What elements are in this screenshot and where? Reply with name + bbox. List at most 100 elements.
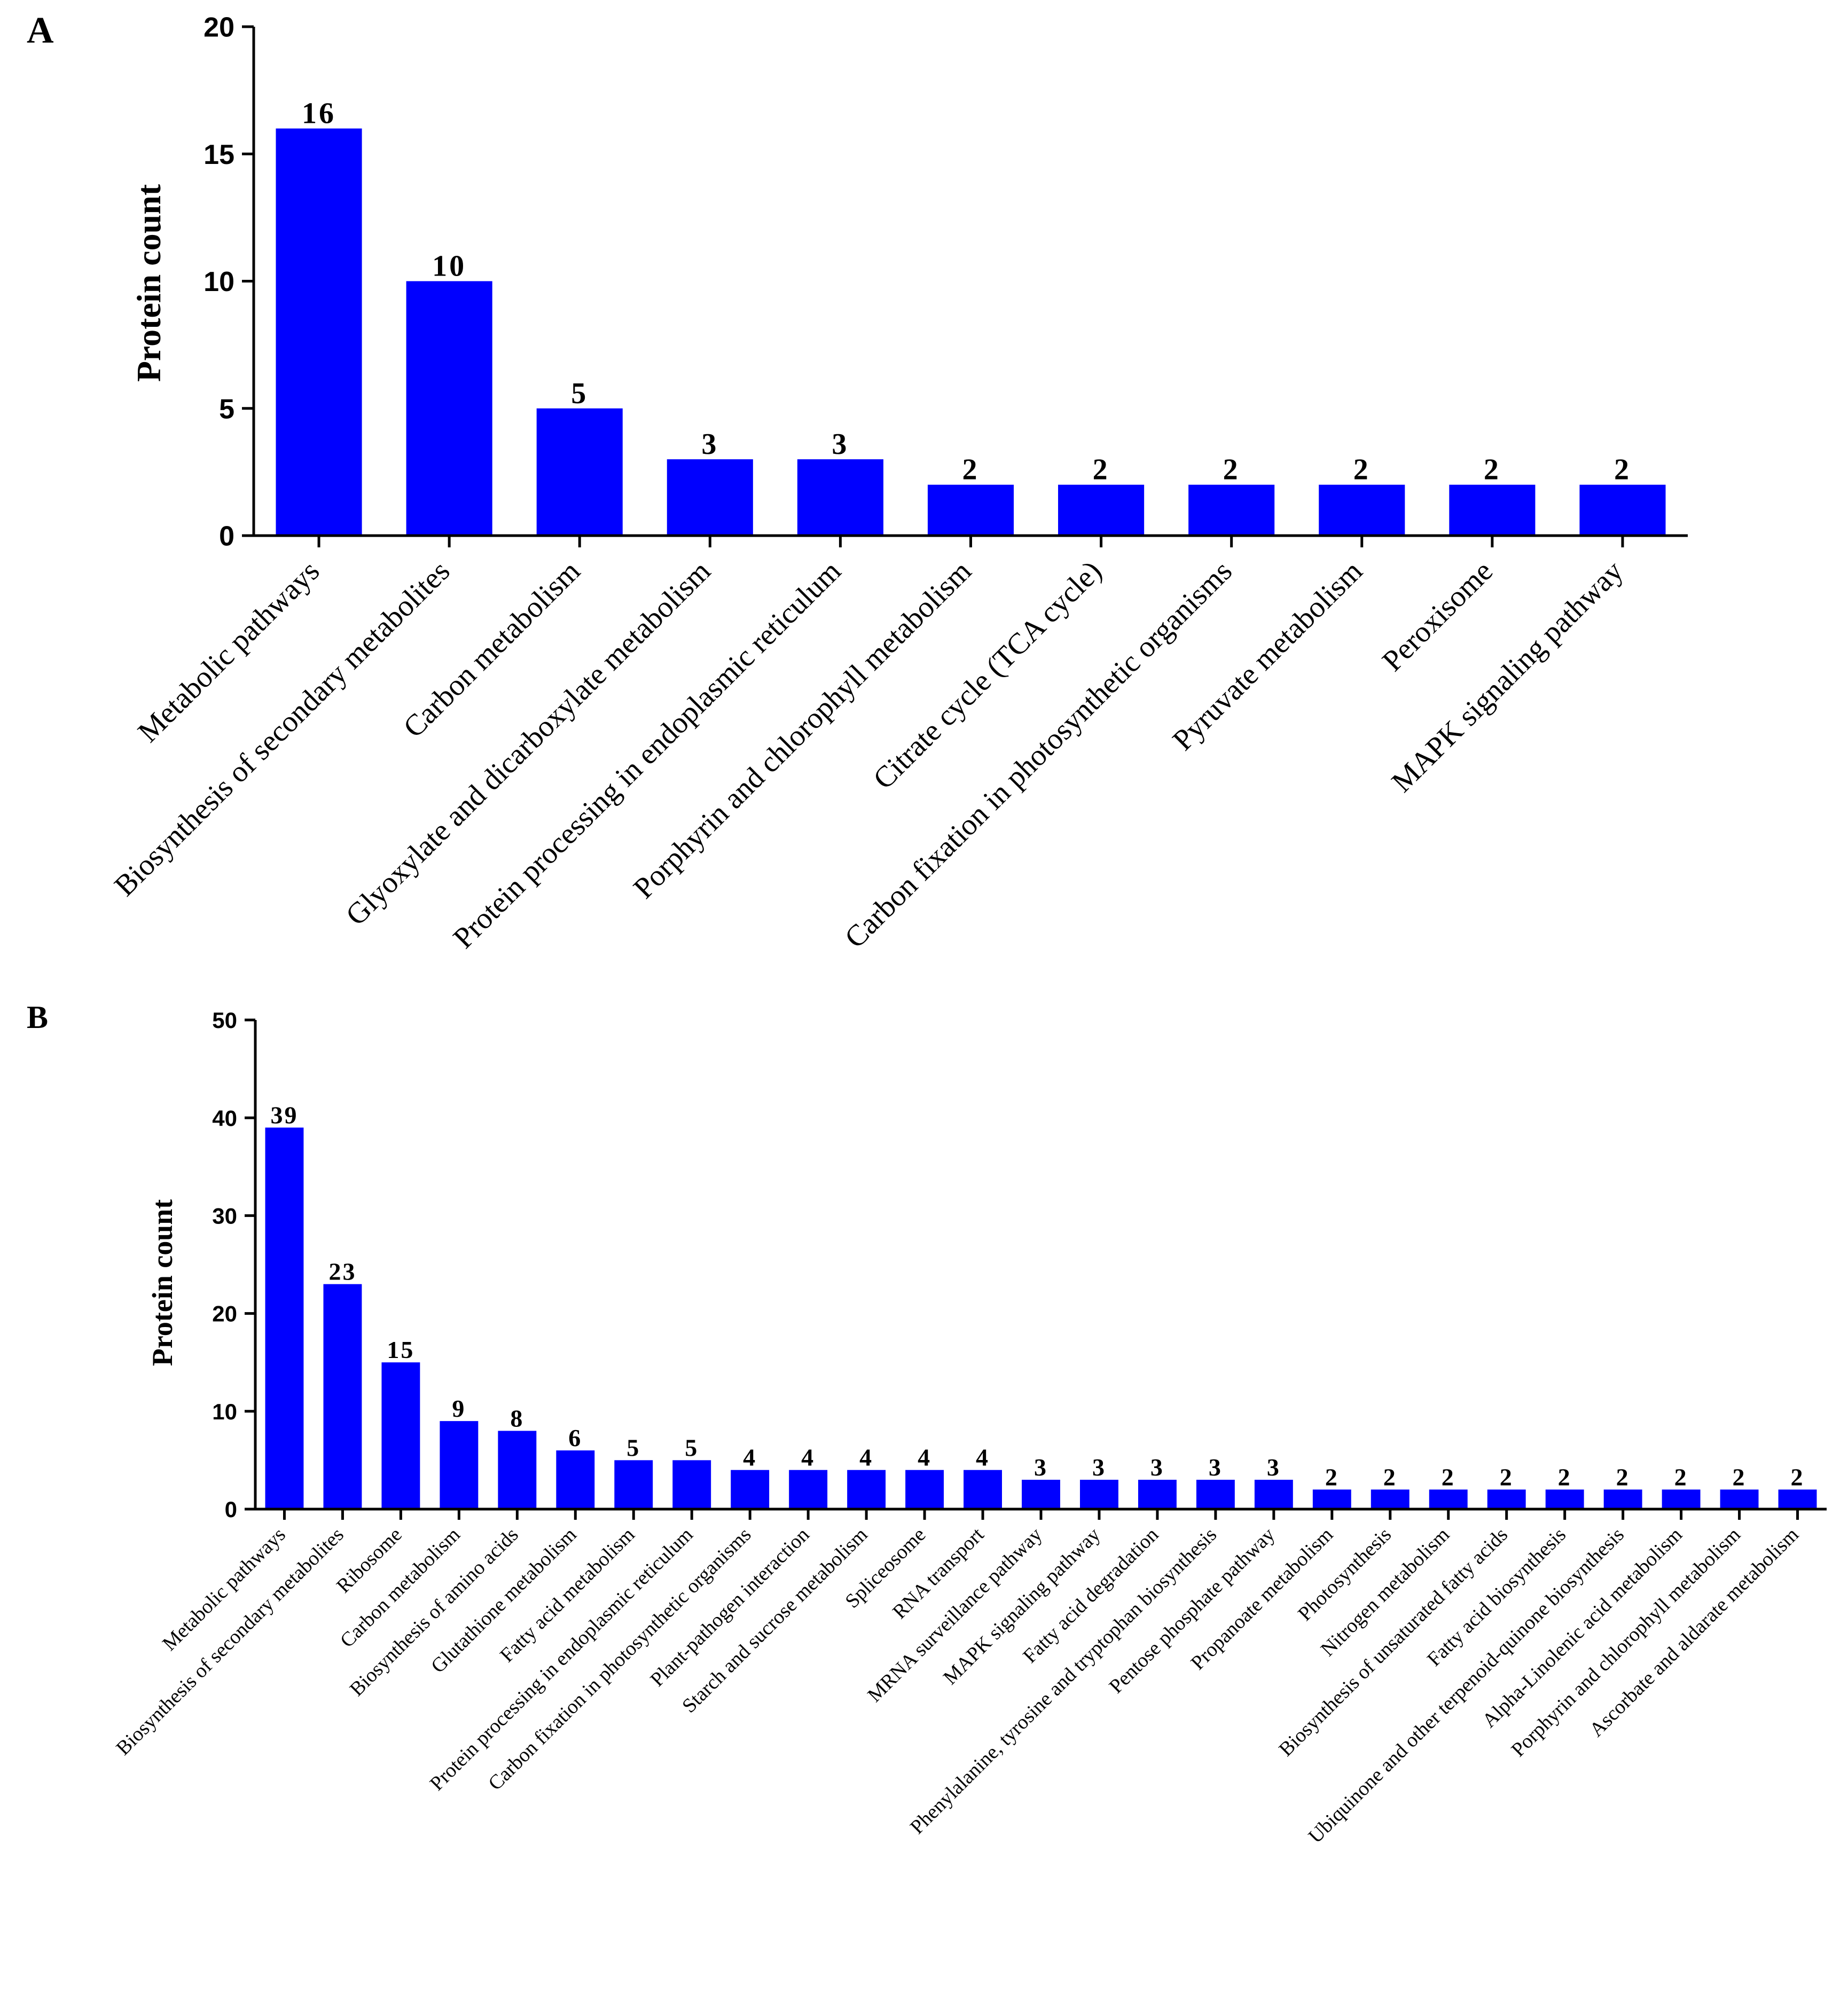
bar-value-label: 2 [1353,453,1371,486]
bar-value-label: 3 [832,428,849,461]
bar [498,1431,537,1509]
bar [1371,1489,1410,1509]
bar-value-label: 2 [1442,1463,1455,1490]
bar [672,1460,711,1509]
bar-value-label: 23 [328,1258,356,1285]
panel-a-axes [252,27,1688,547]
bar-value-label: 4 [976,1444,990,1471]
bar-value-label: 2 [1093,453,1110,486]
bar [1720,1489,1759,1509]
bar-value-label: 3 [1209,1454,1223,1481]
bar-value-label: 4 [918,1444,931,1471]
bar [1080,1480,1118,1509]
bar-value-label: 3 [701,428,718,461]
bar [1138,1480,1177,1509]
y-tick-label: 20 [203,12,234,43]
bar [1778,1489,1817,1509]
bar [381,1362,420,1509]
bar [323,1284,362,1509]
bar [667,459,753,536]
bar-value-label: 8 [510,1404,524,1432]
bar [1662,1489,1701,1509]
bar [731,1470,770,1509]
bar-value-label: 2 [1616,1463,1630,1490]
bar-value-label: 5 [685,1434,699,1461]
bar-value-label: 2 [1484,453,1501,486]
bar-value-label: 2 [1325,1463,1339,1490]
bar-value-label: 4 [743,1444,757,1471]
bar-value-label: 2 [1500,1463,1514,1490]
bar [1254,1480,1293,1509]
panel-a-y-axis-title: Protein count [130,184,168,382]
y-tick-label: 40 [212,1105,237,1131]
y-tick-label: 15 [203,139,234,170]
bar [1487,1489,1526,1509]
bar-value-label: 4 [859,1444,873,1471]
bar-value-label: 6 [568,1424,582,1451]
bar [927,484,1014,536]
y-tick-label: 0 [219,521,234,552]
bar-value-label: 2 [1733,1463,1747,1490]
bar [1312,1489,1351,1509]
y-tick-label: 0 [225,1497,237,1522]
bar [1603,1489,1642,1509]
bar [276,128,362,536]
bar [1058,484,1145,536]
panel-a-data-labels: 16 10 5 3 3 2 2 2 2 2 2 [302,97,1631,486]
bar [1429,1489,1468,1509]
y-tick-label: 10 [203,266,234,297]
bar [905,1470,944,1509]
panel-a-bars [276,128,1666,536]
bar [847,1470,886,1509]
bar-value-label: 3 [1150,1454,1164,1481]
bar-value-label: 5 [571,377,588,410]
y-tick-label: 5 [219,394,234,425]
bar-value-label: 16 [302,97,336,130]
y-tick-label: 20 [212,1301,237,1326]
bar-value-label: 2 [1614,453,1631,486]
bar-value-label: 39 [270,1102,298,1129]
bar-value-label: 10 [432,250,466,283]
panel-a-y-axis: 0 5 10 15 20 [203,12,254,552]
bar [265,1127,304,1509]
bar-value-label: 2 [1383,1463,1397,1490]
bar [556,1450,595,1509]
y-tick-label: 30 [212,1204,237,1229]
bar [789,1470,828,1509]
bar-value-label: 3 [1092,1454,1106,1481]
panel-b-bars [265,1127,1817,1509]
y-tick-label: 50 [212,1008,237,1033]
y-tick-label: 10 [212,1399,237,1424]
bar [536,408,623,536]
bar-value-label: 9 [452,1395,466,1422]
bar [614,1460,653,1509]
bar-value-label: 5 [627,1434,640,1461]
bar [1319,484,1405,536]
bar [1545,1489,1584,1509]
panel-a-label: A [27,10,54,51]
panel-b-axes [254,1020,1827,1520]
bar [440,1421,479,1509]
bar [406,281,492,536]
bar-value-label: 4 [801,1444,815,1471]
bar-value-label: 2 [1791,1463,1805,1490]
panel-b-y-axis: 0 10 20 30 40 50 [212,1008,255,1522]
bar-value-label: 2 [962,453,980,486]
bar [1196,1480,1235,1509]
bar-value-label: 3 [1267,1454,1281,1481]
bar [964,1470,1002,1509]
bar [797,459,883,536]
bar [1449,484,1536,536]
bar-value-label: 2 [1558,1463,1572,1490]
panel-b-y-axis-title: Protein count [146,1199,178,1366]
bar [1579,484,1666,536]
bar [1188,484,1275,536]
bar [1022,1480,1060,1509]
bar-value-label: 15 [387,1336,414,1363]
panel-b-data-labels: 39 23 15 9 8 6 5 5 4 4 4 4 4 3 3 3 3 3 2 2 2 2 2 2 2 2 2 [270,1102,1805,1491]
bar-value-label: 3 [1034,1454,1048,1481]
panel-b-label: B [27,1000,48,1035]
bar-value-label: 2 [1223,453,1240,486]
bar-value-label: 2 [1674,1463,1688,1490]
